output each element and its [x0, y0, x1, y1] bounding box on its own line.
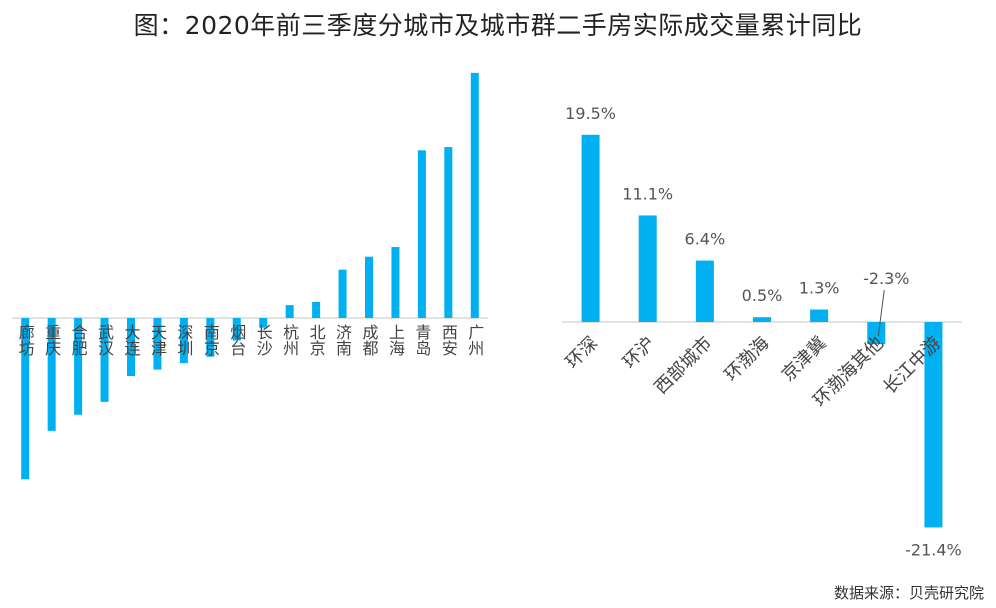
right-value-label: 19.5% — [565, 104, 616, 123]
left-city-chart: 廊坊 重庆 合肥 武汉 大连 天津 深圳 南京 烟台 长沙 杭州 北京 济南 成都 上海 青岛 西安 广州 — [12, 72, 488, 480]
left-bar-11 — [312, 301, 321, 318]
right-category-label: 环深 — [562, 333, 602, 373]
right-value-label: 0.5% — [742, 286, 783, 305]
right-category-label: 环沪 — [619, 333, 659, 373]
left-category-label: 南京 — [201, 324, 220, 357]
right-bar-6 — [924, 322, 943, 528]
left-bar-14 — [391, 247, 400, 318]
left-category-label: 广州 — [465, 324, 484, 356]
right-cluster-chart: 19.5% 环深 11.1% 环沪 6.4% 西部城市 0.5% 环渤海 1.3% 京津冀 -2.3… — [562, 104, 962, 559]
left-category-label: 深圳 — [174, 324, 193, 356]
left-category-label: 成都 — [360, 324, 379, 356]
left-category-label: 烟台 — [227, 324, 246, 356]
right-bar-1 — [638, 215, 657, 322]
left-category-label: 济南 — [333, 324, 352, 356]
left-bar-12 — [338, 269, 347, 318]
right-value-label: -21.4% — [905, 540, 962, 559]
left-bar-4 — [127, 318, 135, 377]
callout-leader-line — [877, 289, 885, 337]
left-bar-16 — [444, 147, 453, 318]
right-value-label: 6.4% — [685, 230, 726, 249]
left-bar-6 — [179, 318, 188, 364]
left-category-label: 合肥 — [69, 324, 88, 357]
right-bar-2 — [695, 260, 714, 322]
left-category-label: 青岛 — [412, 324, 431, 357]
left-category-label: 廊坊 — [16, 324, 35, 357]
left-bar-13 — [365, 256, 373, 318]
left-category-label: 重庆 — [42, 324, 61, 356]
right-bar-5 — [867, 322, 886, 345]
right-value-label: 1.3% — [799, 279, 840, 298]
left-category-label: 西安 — [439, 324, 458, 356]
right-value-label: -2.3% — [863, 269, 909, 288]
left-category-label: 北京 — [307, 324, 326, 357]
left-bar-5 — [153, 318, 162, 370]
left-category-label: 上海 — [386, 324, 405, 356]
left-bar-8 — [232, 318, 241, 341]
left-bar-3 — [100, 318, 109, 402]
left-bar-2 — [74, 318, 83, 415]
left-category-label: 大连 — [122, 324, 141, 356]
right-bar-0 — [581, 134, 600, 322]
left-category-label: 武汉 — [95, 324, 114, 356]
chart-title: 图：2020年前三季度分城市及城市群二手房实际成交量累计同比 — [133, 11, 863, 40]
left-bar-7 — [206, 318, 215, 357]
left-bar-9 — [259, 318, 268, 328]
left-bar-0 — [21, 318, 30, 480]
left-category-label: 长沙 — [254, 324, 273, 356]
left-category-label: 杭州 — [280, 324, 299, 356]
left-bar-15 — [417, 150, 426, 318]
data-source-note: 数据来源：贝壳研究院 — [833, 584, 984, 602]
right-bar-4 — [810, 309, 829, 322]
right-value-label: 11.1% — [622, 184, 673, 203]
right-category-label: 环渤海 — [721, 333, 774, 386]
right-category-label: 京津冀 — [778, 333, 831, 386]
left-category-label: 天津 — [148, 324, 167, 356]
left-bar-1 — [47, 318, 56, 431]
left-bar-10 — [285, 305, 294, 318]
right-bar-3 — [753, 317, 771, 322]
right-category-label: 西部城市 — [651, 333, 717, 399]
left-bar-17 — [470, 72, 479, 319]
